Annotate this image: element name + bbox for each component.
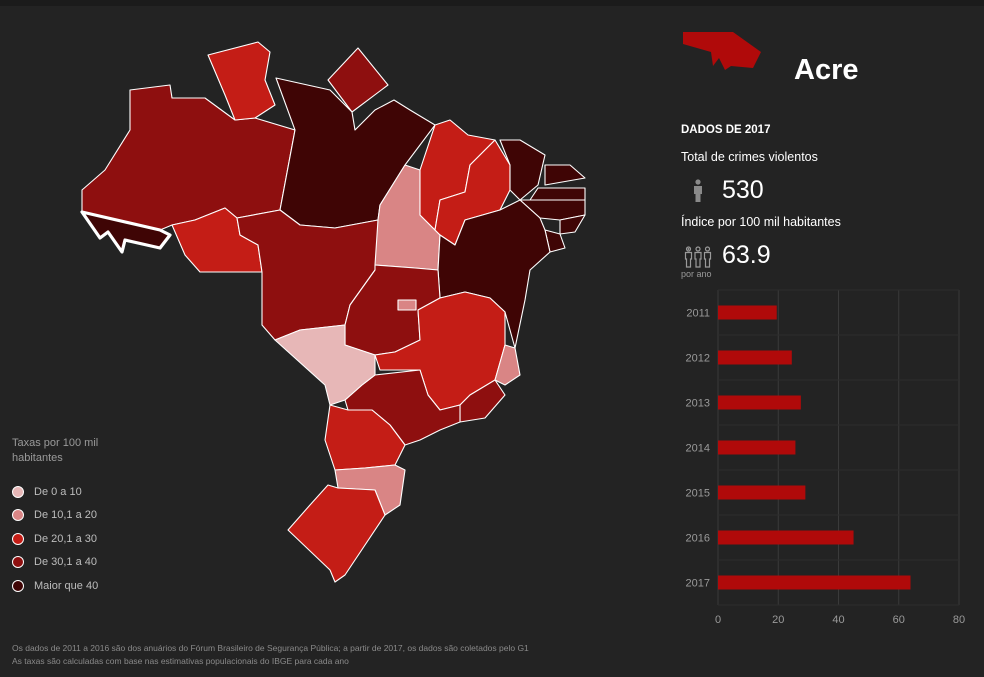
state-parana[interactable] bbox=[324, 404, 406, 471]
brazil-map[interactable] bbox=[0, 0, 640, 600]
legend-swatch-icon bbox=[12, 509, 24, 522]
chart-category-label: 2014 bbox=[686, 443, 710, 455]
chart-category-label: 2012 bbox=[686, 353, 710, 365]
year-heading: DADOS DE 2017 bbox=[681, 124, 771, 136]
map-legend: Taxas por 100 mil habitantes De 0 a 10 D… bbox=[12, 436, 212, 598]
per-year-label: por ano bbox=[681, 269, 712, 279]
crimes-label: Total de crimes violentos bbox=[681, 150, 818, 164]
chart-bar bbox=[718, 305, 777, 320]
footnote-line: Os dados de 2011 a 2016 são dos anuários… bbox=[12, 643, 529, 653]
state-ceara[interactable] bbox=[499, 139, 546, 201]
acre-state-icon bbox=[683, 32, 761, 70]
state-rio-grande-do-norte[interactable] bbox=[544, 164, 586, 186]
state-rio-grande-do-sul[interactable] bbox=[287, 484, 386, 583]
legend-item: De 0 a 10 bbox=[12, 480, 212, 504]
legend-swatch-icon bbox=[12, 532, 24, 545]
chart-tick-label: 20 bbox=[772, 614, 784, 626]
state-alagoas[interactable] bbox=[559, 214, 586, 235]
top-bar bbox=[0, 0, 984, 6]
legend-swatch-icon bbox=[12, 579, 24, 592]
chart-category-label: 2016 bbox=[686, 533, 710, 545]
chart-tick-label: 80 bbox=[953, 614, 965, 626]
legend-title: Taxas por 100 mil habitantes bbox=[12, 437, 99, 464]
chart-tick-label: 0 bbox=[715, 614, 721, 626]
index-label: Índice por 100 mil habitantes bbox=[681, 215, 841, 229]
state-roraima[interactable] bbox=[207, 41, 276, 121]
selected-state-name: Acre bbox=[794, 54, 859, 86]
state-mato-grosso-do-sul[interactable] bbox=[274, 324, 376, 406]
legend-item: De 10,1 a 20 bbox=[12, 504, 212, 528]
chart-category-label: 2015 bbox=[686, 488, 710, 500]
chart-category-label: 2011 bbox=[686, 308, 710, 320]
footnote-line: As taxas são calculadas com base nas est… bbox=[12, 655, 349, 666]
person-icon bbox=[694, 179, 702, 202]
chart-bar bbox=[718, 350, 792, 365]
chart-bar bbox=[718, 530, 854, 545]
chart-bar bbox=[718, 395, 801, 410]
state-distrito-federal[interactable] bbox=[397, 299, 417, 311]
legend-swatch-icon bbox=[12, 485, 24, 498]
footnote: Os dados de 2011 a 2016 são dos anuários… bbox=[12, 642, 529, 667]
acre-highlight-outline bbox=[80, 210, 172, 254]
legend-label: De 30,1 a 40 bbox=[34, 556, 97, 569]
state-sao-paulo[interactable] bbox=[344, 369, 461, 446]
chart-bar bbox=[718, 575, 911, 590]
state-espirito-santo[interactable] bbox=[494, 344, 521, 386]
legend-label: De 10,1 a 20 bbox=[34, 509, 97, 522]
state-amapa[interactable] bbox=[327, 47, 389, 113]
chart-category-label: 2017 bbox=[686, 578, 710, 590]
legend-label: De 20,1 a 30 bbox=[34, 532, 97, 545]
state-paraiba[interactable] bbox=[529, 187, 586, 201]
legend-item: Maior que 40 bbox=[12, 574, 212, 598]
chart-bar bbox=[718, 440, 796, 455]
legend-item: De 20,1 a 30 bbox=[12, 527, 212, 551]
legend-swatch-icon bbox=[12, 556, 24, 569]
chart-bar bbox=[718, 485, 806, 500]
legend-label: Maior que 40 bbox=[34, 579, 99, 592]
chart-tick-label: 60 bbox=[893, 614, 905, 626]
crimes-value: 530 bbox=[722, 176, 764, 204]
index-value: 63.9 bbox=[722, 241, 771, 269]
legend-label: De 0 a 10 bbox=[34, 485, 82, 498]
people-group-icon bbox=[684, 246, 712, 268]
chart-tick-label: 40 bbox=[832, 614, 844, 626]
yearly-bar-chart: 2011 2012 2013 2014 2015 2016 2017 0 20 40 60 80 bbox=[686, 289, 965, 626]
legend-item: De 30,1 a 40 bbox=[12, 551, 212, 575]
chart-category-label: 2013 bbox=[686, 398, 710, 410]
